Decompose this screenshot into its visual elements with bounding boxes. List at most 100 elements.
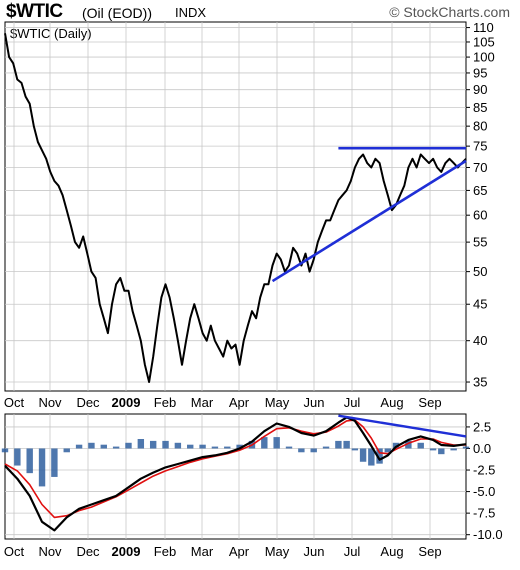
price-x-tick-label: Apr <box>229 395 250 410</box>
price-tick-label: 85 <box>473 100 487 115</box>
trendline-declining-peaks <box>338 414 467 438</box>
indicator-x-tick-label: Feb <box>154 544 176 559</box>
indicator-x-tick-label: Mar <box>191 544 214 559</box>
histogram-bar <box>51 448 58 477</box>
histogram-bar <box>405 440 412 449</box>
indicator-x-tick-label: 2009 <box>112 544 141 559</box>
histogram-bar <box>100 444 107 449</box>
price-tick-label: 60 <box>473 208 487 223</box>
indicator-tick-label: -2.5 <box>473 463 495 478</box>
histogram-bar <box>1 448 9 453</box>
signal-line <box>4 419 466 519</box>
histogram-bar <box>149 440 157 449</box>
price-tick-label: 55 <box>473 235 487 250</box>
histogram-bar <box>125 442 132 449</box>
price-x-tick-label: Mar <box>191 395 214 410</box>
grid-lines <box>5 22 470 539</box>
histogram-bar <box>26 448 33 474</box>
chart-exchange: INDX <box>175 5 207 20</box>
histogram-bar <box>261 437 268 449</box>
histogram-bar <box>376 448 383 464</box>
histogram-bar <box>384 448 391 453</box>
indicator-x-tick-label: Sep <box>418 544 441 559</box>
histogram-bar <box>462 446 470 449</box>
indicator-tick-label: 0.0 <box>473 441 491 456</box>
price-panel-frame <box>4 21 467 392</box>
histogram-bar <box>450 448 457 451</box>
brand-watermark: © StockCharts.com <box>389 4 510 20</box>
chart-subtitle: $WTIC (Daily) <box>10 26 92 41</box>
price-tick-label: 95 <box>473 65 487 80</box>
histogram-bar <box>335 440 342 449</box>
histogram-bar <box>273 437 280 449</box>
indicator-panel-frame <box>4 413 467 540</box>
price-x-tick-label: Jun <box>304 395 325 410</box>
indicator-x-tick-label: Jun <box>304 544 325 559</box>
price-tick-label: 75 <box>473 139 487 154</box>
price-x-tick-label: Dec <box>76 395 100 410</box>
indicator-tick-label: -7.5 <box>473 506 495 521</box>
macd-line <box>4 416 467 532</box>
indicator-x-tick-label: Apr <box>229 544 250 559</box>
histogram-bar <box>351 448 359 451</box>
histogram-bar <box>174 442 182 449</box>
histogram-bar <box>343 440 350 449</box>
series-lines <box>4 33 467 532</box>
histogram-bar <box>75 444 83 449</box>
histogram-bar <box>211 446 219 449</box>
histogram-bar <box>429 448 437 451</box>
x-axis-labels: Oct Oct Nov Nov Dec Dec 2009 2009 Feb Feb Mar Mar Ap… <box>4 395 442 559</box>
histogram-bar <box>322 446 330 449</box>
chart-description: (Oil (EOD)) <box>82 5 152 21</box>
price-series-line <box>4 33 467 383</box>
histogram-bar <box>162 440 169 449</box>
price-x-tick-label: Oct <box>4 395 25 410</box>
histogram-bar <box>14 448 21 466</box>
histogram-bar <box>310 448 317 453</box>
price-tick-label: 70 <box>473 160 487 175</box>
histogram-bar <box>417 442 424 449</box>
indicator-x-tick-label: Nov <box>38 544 62 559</box>
price-tick-label: 100 <box>473 50 495 65</box>
indicator-x-tick-label: May <box>265 544 290 559</box>
histogram-bar <box>224 446 231 449</box>
price-tick-label: 35 <box>473 375 487 390</box>
histogram-bar <box>38 448 46 487</box>
price-x-tick-label: May <box>265 395 290 410</box>
trendline-rising-support <box>271 159 467 283</box>
histogram-bar <box>187 444 194 449</box>
price-tick-label: 50 <box>473 264 487 279</box>
histogram-bar <box>199 444 206 449</box>
histogram-bar <box>112 446 120 449</box>
price-tick-label: 90 <box>473 82 487 97</box>
price-tick-label: 80 <box>473 119 487 134</box>
price-x-tick-label: Aug <box>380 395 403 410</box>
trend-lines <box>271 146 467 438</box>
price-x-tick-label: Nov <box>38 395 62 410</box>
histogram-bar <box>438 448 445 455</box>
histogram-bar <box>236 444 243 449</box>
price-x-tick-label: Feb <box>154 395 176 410</box>
histogram-bar <box>285 446 293 449</box>
indicator-x-tick-label: Aug <box>380 544 403 559</box>
indicator-x-tick-label: Oct <box>4 544 25 559</box>
price-tick-label: 45 <box>473 297 487 312</box>
indicator-x-tick-label: Dec <box>76 544 100 559</box>
price-x-tick-label: Sep <box>418 395 441 410</box>
chart-symbol: $WTIC <box>6 1 63 22</box>
histogram-bar <box>63 448 70 453</box>
histogram-bar <box>368 448 375 466</box>
indicator-tick-label: -10.0 <box>473 527 503 542</box>
price-tick-label: 65 <box>473 183 487 198</box>
indicator-tick-label: -5.0 <box>473 484 495 499</box>
price-x-tick-label: 2009 <box>112 395 141 410</box>
price-tick-label: 105 <box>473 34 495 49</box>
histogram-bar <box>88 442 95 449</box>
price-x-tick-label: Jul <box>344 395 361 410</box>
histogram-bar <box>359 448 367 462</box>
price-tick-label: 110 <box>473 20 494 35</box>
histogram-bar <box>298 448 305 453</box>
histogram-bar <box>137 439 145 449</box>
